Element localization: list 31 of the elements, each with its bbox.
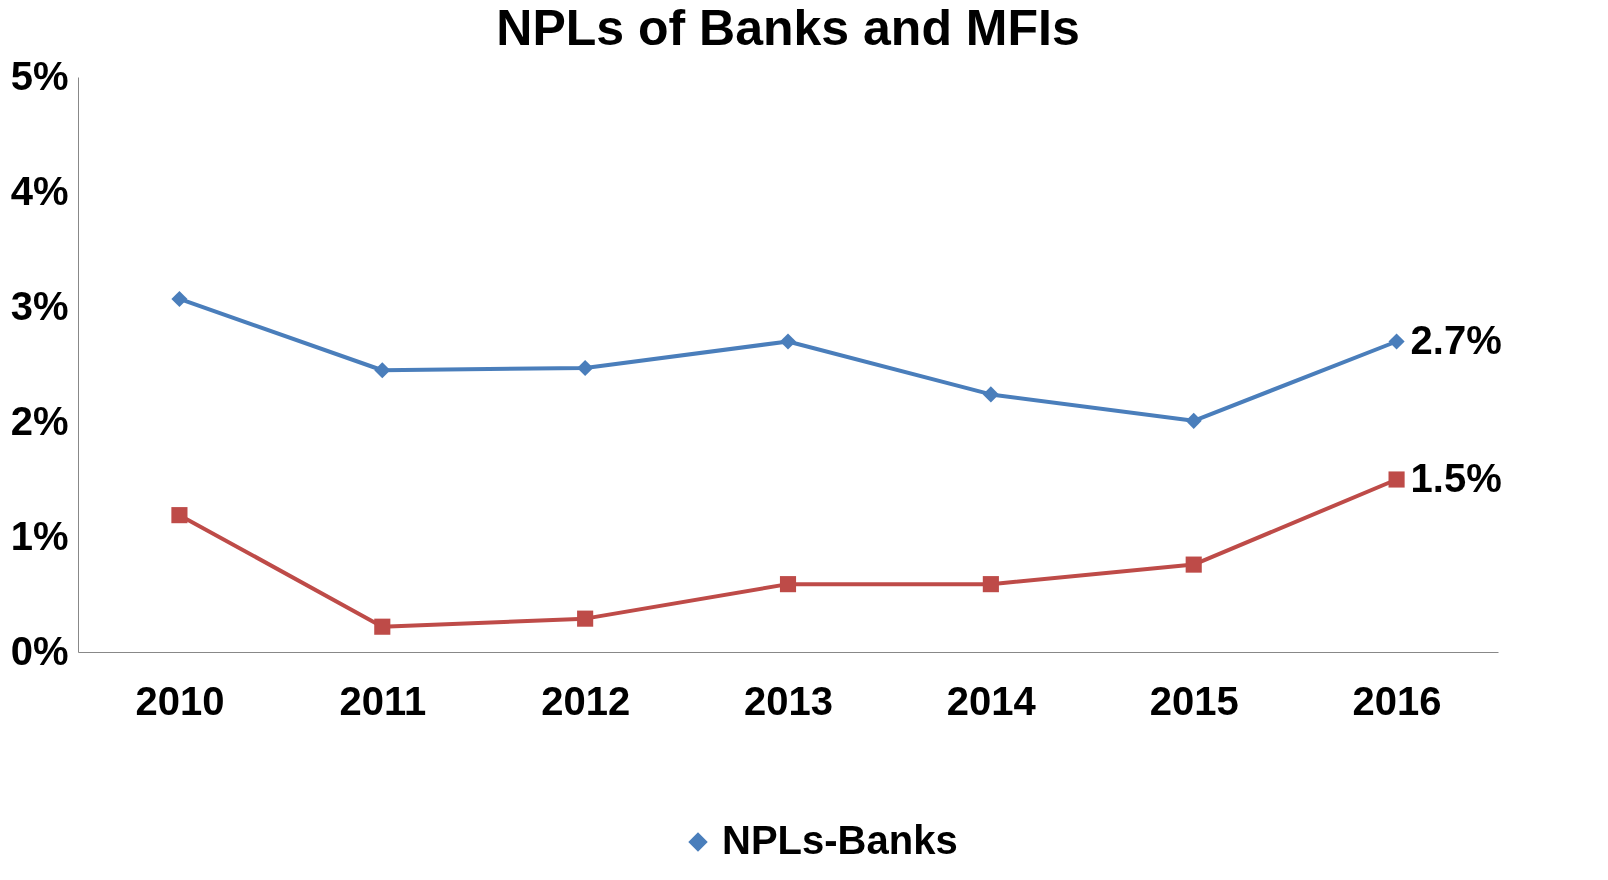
point [374, 618, 391, 635]
x-tick-label: 2015 [1149, 678, 1239, 723]
x-tick-label: 2012 [541, 678, 631, 723]
point [1388, 333, 1405, 350]
x-tick-label: 2010 [135, 678, 225, 723]
data-label: 1.5% [1410, 455, 1502, 500]
point [1185, 412, 1202, 429]
point [171, 507, 188, 524]
point [577, 610, 594, 627]
x-tick-label: 2014 [946, 678, 1037, 723]
point [374, 362, 391, 379]
y-tick-label: 2% [10, 398, 69, 443]
y-tick-label: 0% [10, 628, 69, 673]
point [779, 333, 797, 350]
y-tick-label: 5% [10, 53, 69, 98]
data-label: 2.7% [1410, 317, 1502, 362]
chart-title: NPLs of Banks and MFIs [496, 0, 1080, 56]
point [779, 576, 797, 593]
point [577, 359, 594, 377]
point [1388, 471, 1405, 488]
x-tick-label: 2016 [1352, 678, 1442, 723]
y-tick-label: 3% [10, 283, 69, 328]
x-tick-label: 2011 [339, 678, 427, 723]
point [982, 576, 999, 593]
x-tick-label: 2013 [744, 678, 833, 723]
point [1185, 556, 1202, 573]
y-tick-label: 1% [10, 513, 69, 558]
point [171, 290, 188, 308]
point [982, 386, 999, 403]
y-tick-label: 4% [10, 168, 69, 213]
legend-label: NPLs-Banks [722, 818, 958, 862]
